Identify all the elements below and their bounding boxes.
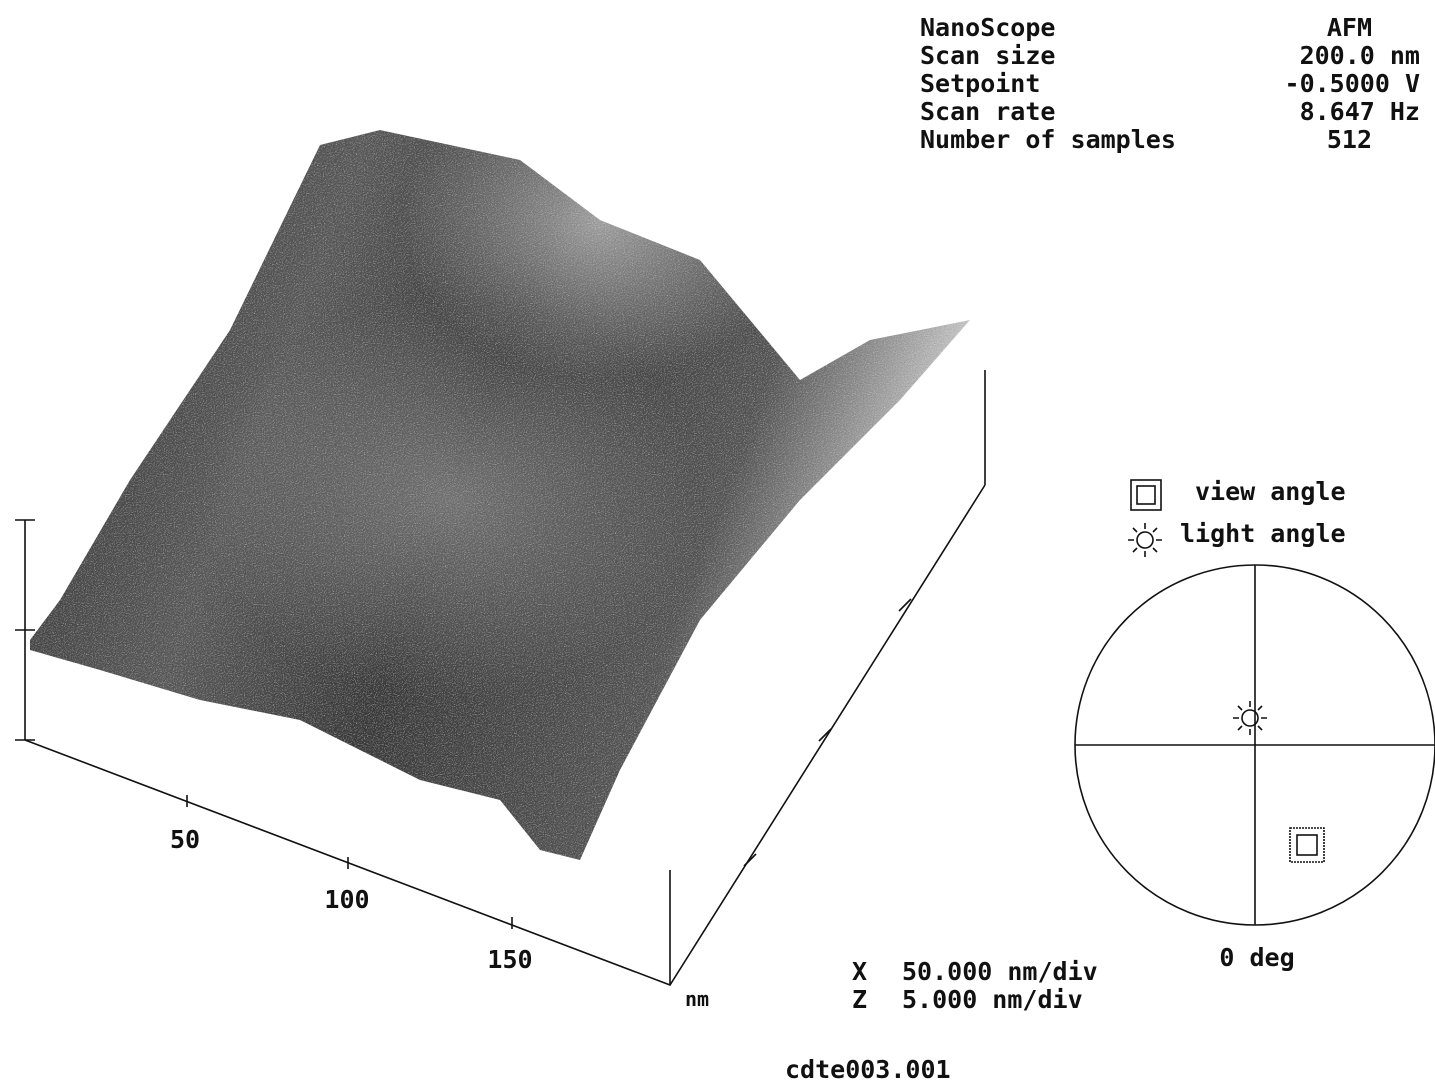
scale-z-name: Z (852, 985, 867, 1014)
param-value: AFM (1327, 13, 1372, 42)
param-name: Scan size (920, 41, 1055, 70)
param-name: Setpoint (920, 69, 1040, 98)
param-value: 8.647 Hz (1300, 97, 1420, 126)
param-value: 512 (1327, 125, 1372, 154)
x-tick-label: 150 (487, 945, 532, 974)
x-tick-label: 100 (324, 885, 369, 914)
file-name: cdte003.001 (785, 1055, 951, 1083)
scale-x-value: 50.000 nm/div (902, 957, 1098, 986)
param-name: Scan rate (920, 97, 1055, 126)
surface (0, 100, 1000, 900)
param-name: Number of samples (920, 125, 1176, 154)
afm-view: view angle light angle 0 deg nm X 50.000… (0, 0, 1435, 1083)
param-value: -0.5000 V (1285, 69, 1420, 98)
scale-x-name: X (852, 957, 867, 986)
x-tick-label: 50 (170, 825, 200, 854)
light-label: light angle (1180, 519, 1346, 548)
scale-z-value: 5.000 nm/div (902, 985, 1083, 1014)
axis-unit: nm (685, 987, 709, 1011)
view-label: view angle (1195, 477, 1346, 506)
param-value: 200.0 nm (1300, 41, 1420, 70)
param-name: NanoScope (920, 13, 1055, 42)
rotation-label: 0 deg (1219, 943, 1294, 972)
